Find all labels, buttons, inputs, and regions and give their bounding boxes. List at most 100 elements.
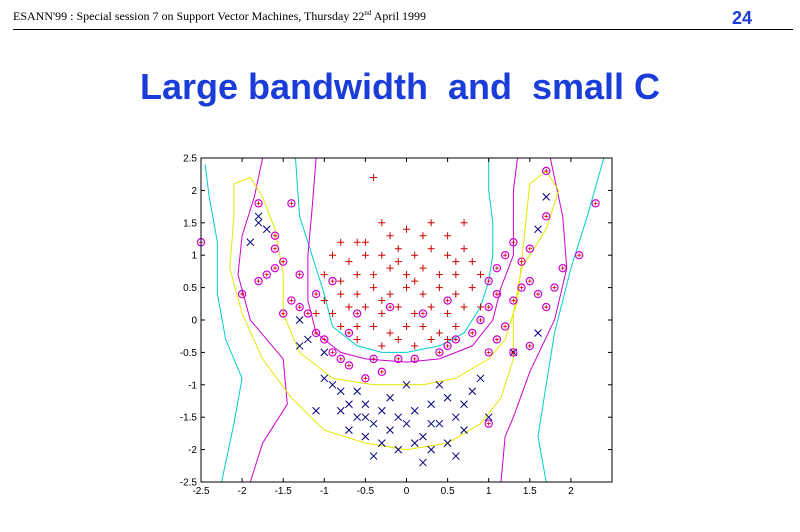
plus-point: [353, 271, 361, 279]
y-tick-label: 2.5: [183, 154, 197, 165]
cross-point: [427, 400, 436, 409]
support-vector-marker: [445, 343, 450, 348]
plus-point: [370, 271, 378, 279]
support-vector-circle: [517, 257, 526, 266]
support-vector-circle: [574, 250, 584, 260]
support-vector-marker: [420, 311, 425, 316]
plus-point: [353, 335, 361, 343]
support-vector-marker: [396, 356, 401, 361]
plus-point: [427, 219, 435, 227]
support-vector-marker: [289, 298, 294, 303]
cross-point: [345, 400, 353, 409]
plus-point: [320, 271, 328, 279]
cross-point: [476, 374, 485, 383]
plus-point: [419, 290, 427, 298]
contour-magenta-0: [237, 157, 288, 483]
support-vector-marker: [330, 279, 335, 284]
plus-point: [452, 258, 460, 266]
plus-point: [435, 329, 443, 337]
support-vector-circle: [542, 212, 551, 221]
x-tick-label: -2.5: [192, 486, 210, 497]
cross-point: [246, 238, 255, 247]
support-vector-marker: [527, 246, 532, 251]
cross-point: [312, 406, 320, 415]
cross-point: [328, 380, 337, 389]
cross-point: [534, 225, 542, 234]
support-vector-circle: [542, 166, 551, 176]
support-vector-marker: [453, 337, 458, 342]
support-vector-circle: [509, 238, 518, 247]
support-vector-marker: [371, 356, 376, 361]
cross-point: [377, 406, 386, 415]
plus-point: [394, 258, 402, 266]
plus-point: [386, 290, 394, 298]
support-vector-circle: [328, 348, 337, 357]
plus-point: [452, 322, 460, 330]
plus-point: [427, 245, 435, 253]
session-header: ESANN'99 : Special session 7 on Support …: [13, 9, 426, 24]
cross-point: [451, 413, 460, 422]
y-tick-label: 0: [191, 316, 197, 327]
support-vector-circle: [533, 289, 543, 299]
plus-point: [411, 277, 419, 285]
support-vector-circle: [311, 289, 321, 299]
cross-point: [435, 380, 444, 389]
support-vector-circle: [287, 296, 296, 305]
cross-point: [468, 387, 477, 396]
support-vector-circle: [295, 270, 304, 279]
support-vector-circle: [525, 341, 535, 351]
support-vector-marker: [388, 305, 393, 310]
support-vector-marker: [256, 279, 261, 284]
x-tick-label: -1: [320, 486, 329, 497]
plus-point: [370, 173, 378, 181]
support-vector-marker: [264, 272, 269, 277]
x-tick-label: 1.5: [523, 486, 537, 497]
support-vector-circle: [500, 322, 510, 331]
support-vector-circle: [468, 328, 477, 338]
support-vector-marker: [544, 214, 549, 219]
plus-point: [411, 310, 419, 318]
support-vector-circle: [328, 276, 337, 286]
plus-point: [468, 284, 476, 292]
cross-point: [304, 335, 312, 344]
support-vector-marker: [330, 350, 335, 355]
support-vector-marker: [511, 240, 516, 245]
cross-point: [386, 393, 394, 402]
y-tick-label: 1: [191, 251, 197, 262]
y-tick-label: -2.5: [180, 478, 198, 489]
cross-point: [427, 445, 436, 454]
plus-point: [435, 284, 443, 292]
plus-point: [378, 297, 386, 305]
cross-point: [369, 419, 378, 428]
plus-point: [460, 303, 468, 311]
plus-point: [476, 303, 484, 311]
cross-point: [534, 329, 542, 337]
support-vector-marker: [519, 285, 524, 290]
support-vector-circle: [254, 199, 263, 208]
support-vector-marker: [593, 201, 598, 206]
support-vector-circle: [270, 244, 280, 253]
plus-point: [370, 322, 378, 330]
support-vector-marker: [314, 330, 319, 335]
x-tick-label: 0: [404, 486, 410, 497]
support-vector-marker: [355, 311, 360, 316]
support-vector-marker: [445, 298, 450, 303]
plus-point: [452, 290, 460, 298]
y-tick-label: 0.5: [183, 283, 197, 294]
plus-point: [378, 219, 386, 227]
cross-point: [402, 380, 411, 389]
cross-point: [320, 348, 329, 357]
plus-point: [444, 310, 452, 318]
plus-point: [378, 251, 386, 259]
x-tick-label: 0.5: [441, 486, 455, 497]
cross-point: [427, 419, 436, 428]
cross-point: [394, 413, 403, 422]
support-vector-marker: [503, 253, 508, 258]
session-header-date-tail: April 1999: [371, 9, 427, 23]
cross-point: [419, 432, 427, 441]
support-vector-circle: [509, 348, 518, 357]
support-vector-marker: [437, 350, 442, 355]
support-vector-circle: [492, 335, 502, 344]
x-tick-label: 1: [486, 486, 492, 497]
